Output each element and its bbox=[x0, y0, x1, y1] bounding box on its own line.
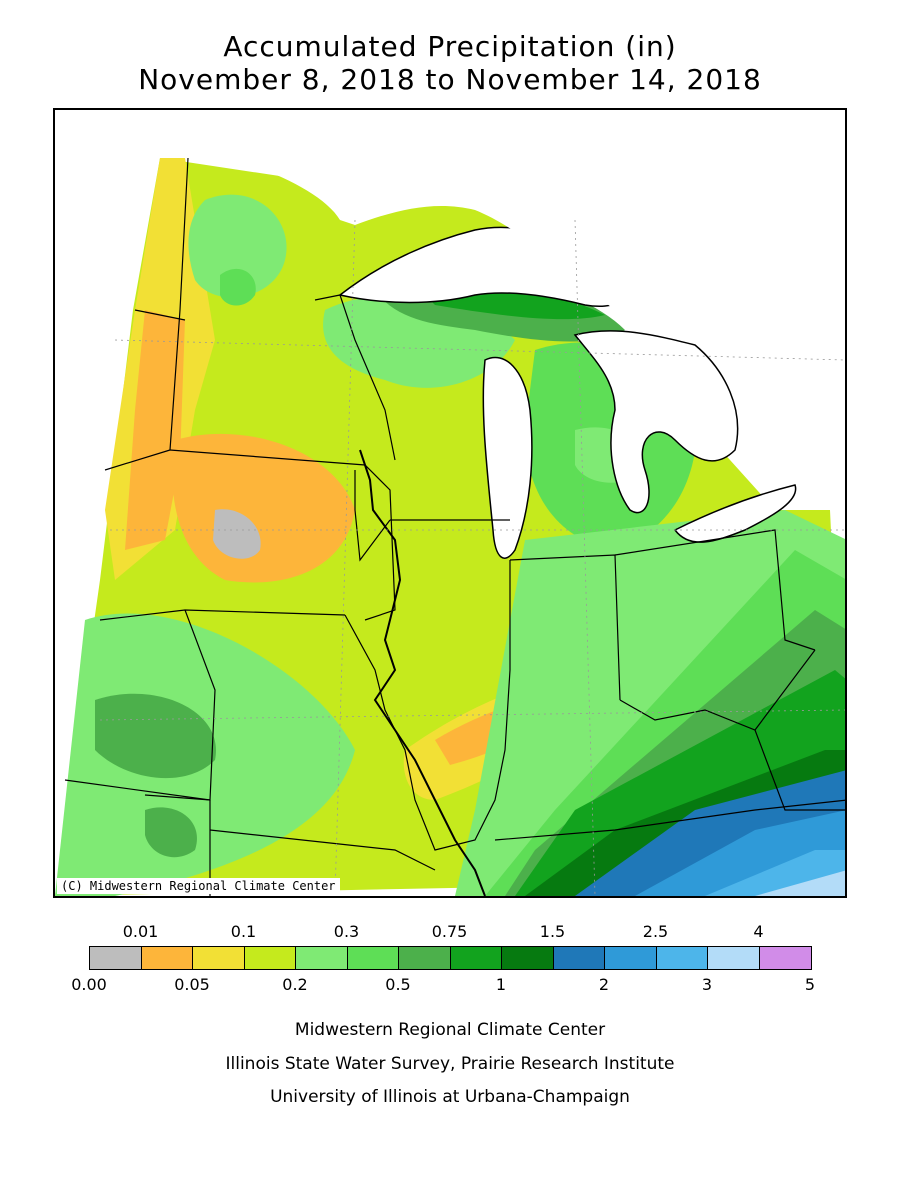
legend-swatch bbox=[193, 947, 245, 969]
legend-bottom-label: 0.2 bbox=[282, 975, 308, 994]
precip-zone-tennessee-max bbox=[755, 870, 845, 896]
precip-zone-missouri-mid bbox=[95, 693, 216, 779]
legend-bottom-label: 5 bbox=[804, 975, 816, 994]
legend-swatch bbox=[502, 947, 554, 969]
legend-bottom-label: 1 bbox=[495, 975, 507, 994]
precip-zone-mn bbox=[188, 194, 287, 298]
precip-zone-dakotas-orange bbox=[125, 310, 185, 550]
map-title: Accumulated Precipitation (in) bbox=[223, 30, 677, 63]
legend-swatch bbox=[553, 947, 605, 969]
credit-line-3: University of Illinois at Urbana-Champai… bbox=[270, 1087, 630, 1107]
legend-swatch bbox=[708, 947, 760, 969]
legend-top-label: 0.01 bbox=[122, 922, 159, 941]
legend-swatch bbox=[347, 947, 399, 969]
color-scale-legend bbox=[89, 946, 812, 970]
state-borders bbox=[64, 157, 845, 896]
legend-swatch bbox=[296, 947, 348, 969]
legend-bottom-label: 0.5 bbox=[385, 975, 411, 994]
legend-top-label: 2.5 bbox=[642, 922, 669, 941]
canada-region bbox=[55, 110, 845, 360]
precip-zone-mn-core bbox=[220, 268, 256, 306]
graticule bbox=[99, 219, 845, 896]
lake-erie bbox=[673, 484, 797, 543]
legend-bottom-label: 0.05 bbox=[174, 975, 210, 994]
legend-bottom-label: 2 bbox=[598, 975, 610, 994]
credit-line-1: Midwestern Regional Climate Center bbox=[294, 1020, 606, 1040]
mississippi-river bbox=[359, 449, 486, 896]
legend-swatch bbox=[399, 947, 451, 969]
precip-zone-kansas bbox=[145, 807, 197, 858]
legend-top-label: 0.3 bbox=[333, 922, 360, 941]
legend-swatch bbox=[656, 947, 708, 969]
legend-top-label: 0.1 bbox=[230, 922, 257, 941]
legend-top-label: 0.75 bbox=[431, 922, 468, 941]
legend-swatch bbox=[90, 947, 142, 969]
legend-bottom-label: 3 bbox=[701, 975, 713, 994]
legend-swatch bbox=[759, 947, 811, 969]
legend-swatch bbox=[244, 947, 296, 969]
precipitation-map: (C) Midwestern Regional Climate Center bbox=[53, 108, 847, 898]
credit-line-2: Illinois State Water Survey, Prairie Res… bbox=[225, 1054, 675, 1074]
map-date-range: November 8, 2018 to November 14, 2018 bbox=[138, 63, 762, 96]
legend-swatch bbox=[450, 947, 502, 969]
precip-zone-iowa-dry bbox=[213, 509, 261, 559]
legend-swatch bbox=[141, 947, 193, 969]
lake-michigan bbox=[482, 356, 533, 559]
map-canvas bbox=[55, 110, 845, 896]
lake-huron bbox=[573, 330, 739, 514]
copyright-label: (C) Midwestern Regional Climate Center bbox=[57, 878, 340, 894]
legend-swatch bbox=[605, 947, 657, 969]
legend-top-label: 4 bbox=[753, 922, 764, 941]
legend-top-label: 1.5 bbox=[539, 922, 566, 941]
legend-bottom-label: 0.00 bbox=[71, 975, 107, 994]
